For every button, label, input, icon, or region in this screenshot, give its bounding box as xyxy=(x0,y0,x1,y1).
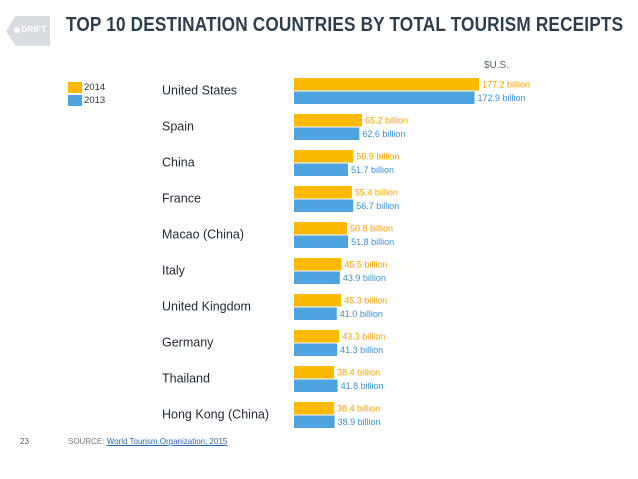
data-label-2013: 172.9 billion xyxy=(478,93,526,103)
legend-label-2013: 2013 xyxy=(84,95,106,106)
bar-2013 xyxy=(294,91,475,104)
category-label: United States xyxy=(162,84,237,98)
bar-2013 xyxy=(294,415,335,428)
legend-label-2014: 2014 xyxy=(84,82,106,93)
category-label: Germany xyxy=(162,336,214,350)
chart-title: TOP 10 DESTINATION COUNTRIES BY TOTAL TO… xyxy=(66,14,624,36)
bar-2014 xyxy=(294,150,354,163)
category-label: United Kingdom xyxy=(162,300,251,314)
data-label-2013: 43.9 billion xyxy=(343,273,386,283)
bar-2014 xyxy=(294,258,342,271)
category-label: China xyxy=(162,156,195,170)
bar-2014 xyxy=(294,294,342,307)
data-label-2013: 62.6 billion xyxy=(362,129,405,139)
legend-swatch-2013 xyxy=(68,95,82,106)
bar-2013 xyxy=(294,235,349,248)
source-link[interactable]: World Tourism Organization; 2015 xyxy=(106,437,228,446)
bar-2013 xyxy=(294,307,337,320)
data-label-2014: 43.3 billion xyxy=(342,332,385,342)
category-label: Spain xyxy=(162,120,194,134)
data-label-2013: 56.7 billion xyxy=(356,201,399,211)
data-label-2014: 38.4 billion xyxy=(337,368,380,378)
unit-label: $U.S. xyxy=(484,60,510,71)
bar-2014 xyxy=(294,186,352,199)
data-label-2014: 56.9 billion xyxy=(356,152,399,162)
bar-2013 xyxy=(294,271,340,284)
data-label-2013: 51.7 billion xyxy=(351,165,394,175)
data-label-2013: 41.3 billion xyxy=(340,345,383,355)
bar-2014 xyxy=(294,402,335,415)
source-note: SOURCE: World Tourism Organization; 2015 xyxy=(68,437,227,446)
data-label-2014: 45.5 billion xyxy=(345,260,388,270)
drift-logo: DRIFT xyxy=(6,16,50,46)
legend-item-2014: 2014 xyxy=(68,81,105,94)
bar-2014 xyxy=(294,222,348,235)
data-label-2014: 55.4 billion xyxy=(355,188,398,198)
source-label: SOURCE: xyxy=(68,437,105,446)
bar-2014 xyxy=(294,78,479,91)
bar-2013 xyxy=(294,199,354,212)
bar-2013 xyxy=(294,343,338,356)
data-label-2013: 38.9 billion xyxy=(338,417,381,427)
bar-2014 xyxy=(294,366,335,379)
category-label: Hong Kong (China) xyxy=(162,408,269,422)
data-label-2013: 51.8 billion xyxy=(351,237,394,247)
data-label-2013: 41.8 billion xyxy=(341,381,384,391)
logo-tag-hole xyxy=(14,27,20,33)
data-label-2014: 177.2 billion xyxy=(482,80,530,90)
bar-2013 xyxy=(294,163,348,176)
bar-2014 xyxy=(294,330,340,343)
category-label: Macao (China) xyxy=(162,228,244,242)
legend-swatch-2014 xyxy=(68,82,82,93)
category-label: Italy xyxy=(162,264,186,278)
legend-item-2013: 2013 xyxy=(68,94,105,107)
data-label-2013: 41.0 billion xyxy=(340,309,383,319)
chart-legend: 2014 2013 xyxy=(68,81,105,107)
bar-2013 xyxy=(294,127,360,140)
data-label-2014: 45.3 billion xyxy=(344,296,387,306)
data-label-2014: 38.4 billion xyxy=(337,404,380,414)
page-number: 23 xyxy=(20,437,29,446)
bar-2014 xyxy=(294,114,363,127)
data-label-2014: 50.8 billion xyxy=(350,224,393,234)
logo-text: DRIFT xyxy=(21,25,47,34)
data-label-2014: 65.2 billion xyxy=(365,116,408,126)
category-label: Thailand xyxy=(162,372,210,386)
category-label: France xyxy=(162,192,201,206)
bar-2013 xyxy=(294,379,338,392)
